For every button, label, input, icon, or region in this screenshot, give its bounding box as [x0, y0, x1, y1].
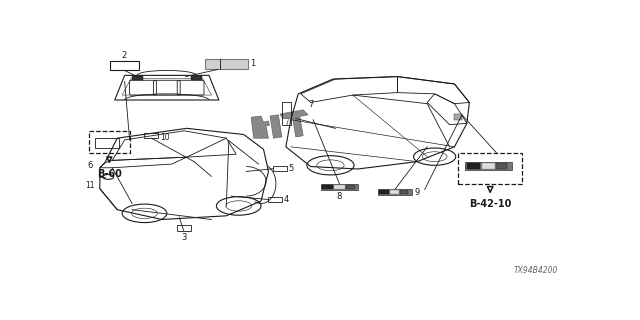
- Text: 1: 1: [250, 59, 255, 68]
- Text: 4: 4: [284, 195, 289, 204]
- Bar: [282, 102, 291, 124]
- Bar: [454, 114, 462, 120]
- Bar: [132, 76, 143, 80]
- Polygon shape: [270, 115, 282, 138]
- Text: 3: 3: [181, 233, 186, 242]
- Text: 2: 2: [121, 51, 126, 60]
- Bar: [467, 163, 480, 169]
- Text: B-42-10: B-42-10: [469, 199, 511, 209]
- Bar: [110, 60, 138, 70]
- Text: 10: 10: [160, 133, 170, 142]
- Bar: [177, 225, 191, 231]
- Bar: [269, 197, 282, 202]
- Polygon shape: [251, 116, 269, 138]
- Bar: [273, 166, 287, 172]
- Bar: [334, 185, 345, 189]
- Text: B-60: B-60: [97, 169, 122, 179]
- Bar: [482, 163, 495, 169]
- Text: 7: 7: [308, 100, 314, 109]
- Bar: [401, 190, 408, 194]
- Text: 5: 5: [288, 164, 294, 173]
- Bar: [378, 189, 412, 195]
- Bar: [346, 185, 355, 189]
- Bar: [95, 138, 118, 148]
- Bar: [390, 190, 399, 194]
- Text: 8: 8: [337, 192, 342, 201]
- Text: 9: 9: [415, 188, 420, 197]
- Bar: [496, 163, 507, 169]
- Bar: [321, 184, 358, 190]
- Text: 6: 6: [87, 161, 93, 170]
- Bar: [145, 133, 158, 138]
- Polygon shape: [280, 110, 308, 137]
- Bar: [379, 190, 388, 194]
- Bar: [191, 76, 202, 80]
- Text: 11: 11: [85, 181, 95, 190]
- Bar: [322, 185, 333, 189]
- Bar: [205, 59, 248, 69]
- Text: TX94B4200: TX94B4200: [514, 266, 559, 275]
- Bar: [89, 131, 129, 153]
- Bar: [465, 162, 512, 170]
- Bar: [458, 153, 522, 184]
